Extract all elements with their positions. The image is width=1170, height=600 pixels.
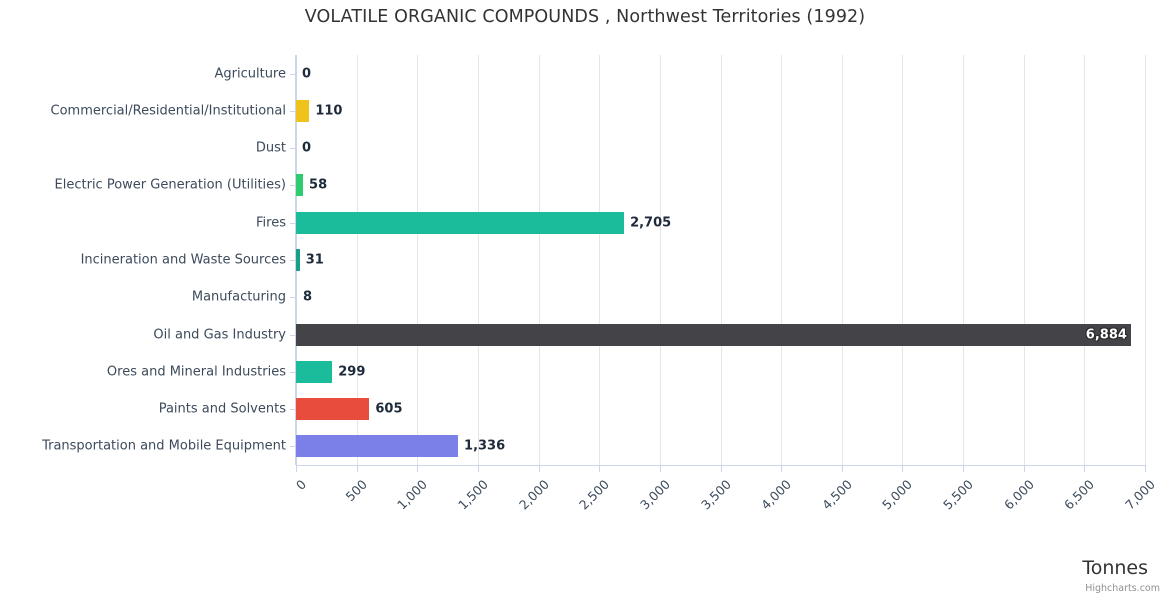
y-axis-tick — [290, 335, 296, 336]
y-axis-label-oil-and-gas-industry[interactable]: Oil and Gas Industry — [153, 327, 286, 343]
y-axis-tick — [290, 185, 296, 186]
data-label: 110 — [315, 103, 343, 119]
x-axis-tick — [478, 466, 479, 472]
gridline — [1084, 55, 1085, 465]
x-axis-tick — [1024, 466, 1025, 472]
y-axis-label-transportation-and-mobile-equipment[interactable]: Transportation and Mobile Equipment — [42, 438, 286, 454]
chart-title: VOLATILE ORGANIC COMPOUNDS , Northwest T… — [304, 7, 866, 27]
x-axis-tick — [781, 466, 782, 472]
x-axis-label: 4,500 — [818, 476, 855, 513]
data-label: 605 — [375, 401, 403, 417]
bar[interactable] — [296, 211, 625, 234]
gridline — [781, 55, 782, 465]
x-axis-label: 2,500 — [576, 476, 613, 513]
y-axis-label-manufacturing[interactable]: Manufacturing — [191, 289, 286, 305]
x-axis-tick — [902, 466, 903, 472]
data-label: 58 — [309, 177, 328, 193]
x-axis-label: 500 — [342, 476, 370, 505]
x-axis-tick — [599, 466, 600, 472]
x-axis-tick — [296, 466, 297, 472]
gridline — [902, 55, 903, 465]
x-axis-label: 3,500 — [697, 476, 734, 513]
x-axis-title: Tonnes — [1082, 557, 1148, 579]
gridline — [539, 55, 540, 465]
x-axis-tick — [842, 466, 843, 472]
gridline — [417, 55, 418, 465]
data-label: 0 — [302, 140, 312, 156]
x-axis-tick — [539, 466, 540, 472]
gridline — [721, 55, 722, 465]
x-axis-label: 1,000 — [394, 476, 431, 513]
gridline — [357, 55, 358, 465]
bar[interactable] — [296, 398, 370, 421]
data-label: 8 — [302, 289, 313, 305]
x-axis-label: 6,000 — [1000, 476, 1037, 513]
gridline — [660, 55, 661, 465]
bar[interactable] — [296, 99, 310, 122]
bar[interactable] — [296, 323, 1131, 346]
y-axis-label-paints-and-solvents[interactable]: Paints and Solvents — [158, 401, 286, 417]
data-label: 299 — [338, 364, 366, 380]
gridlines-group — [296, 55, 1146, 465]
x-axis-label: 5,500 — [940, 476, 977, 513]
x-axis-label: 2,000 — [515, 476, 552, 513]
y-axis-tick — [290, 409, 296, 410]
x-axis-label: 0 — [292, 476, 310, 493]
bar[interactable] — [296, 360, 333, 383]
x-axis-tick — [417, 466, 418, 472]
data-label: 0 — [302, 66, 312, 82]
gridline — [599, 55, 600, 465]
data-label: 2,705 — [630, 215, 672, 231]
data-label: 31 — [305, 252, 324, 268]
y-axis-label-agriculture[interactable]: Agriculture — [214, 66, 287, 82]
gridline — [1145, 55, 1146, 465]
x-axis-line — [296, 465, 1146, 466]
y-axis-tick — [290, 148, 296, 149]
x-axis-tick — [1145, 466, 1146, 472]
gridline — [842, 55, 843, 465]
bar[interactable] — [296, 174, 304, 197]
y-axis-tick — [290, 446, 296, 447]
data-label: 1,336 — [464, 438, 506, 454]
x-axis-tick — [660, 466, 661, 472]
y-axis-label-ores-and-mineral-industries[interactable]: Ores and Mineral Industries — [106, 364, 286, 380]
x-axis-label: 5,000 — [879, 476, 916, 513]
plot-area — [296, 55, 1146, 465]
x-axis-tick — [963, 466, 964, 472]
x-axis-tick — [1084, 466, 1085, 472]
y-axis-label-commercial-residential-institutional[interactable]: Commercial/Residential/Institutional — [50, 103, 287, 119]
x-axis-label: 1,500 — [454, 476, 491, 513]
x-axis-label: 3,000 — [636, 476, 673, 513]
data-label: 6,884 — [1085, 327, 1127, 343]
y-axis-tick — [290, 223, 296, 224]
gridline — [478, 55, 479, 465]
y-axis-label-incineration-and-waste-sources[interactable]: Incineration and Waste Sources — [80, 252, 286, 268]
y-axis-tick — [290, 260, 296, 261]
credits-label: Highcharts.com — [1085, 583, 1160, 594]
gridline — [1024, 55, 1025, 465]
y-axis-label-dust[interactable]: Dust — [255, 140, 286, 156]
x-axis-tick — [721, 466, 722, 472]
x-axis-label: 7,000 — [1122, 476, 1158, 513]
y-axis-tick — [290, 74, 296, 75]
y-axis-tick — [290, 297, 296, 298]
y-axis-label-electric-power-generation-utilities[interactable]: Electric Power Generation (Utilities) — [54, 177, 286, 193]
y-axis-tick — [290, 372, 296, 373]
bar[interactable] — [296, 435, 459, 458]
x-axis-label: 6,500 — [1061, 476, 1098, 513]
x-axis-label: 4,000 — [758, 476, 795, 513]
x-axis-tick — [357, 466, 358, 472]
gridline — [963, 55, 964, 465]
y-axis-label-fires[interactable]: Fires — [256, 215, 286, 231]
bar[interactable] — [296, 249, 300, 271]
y-axis-tick — [290, 111, 296, 112]
